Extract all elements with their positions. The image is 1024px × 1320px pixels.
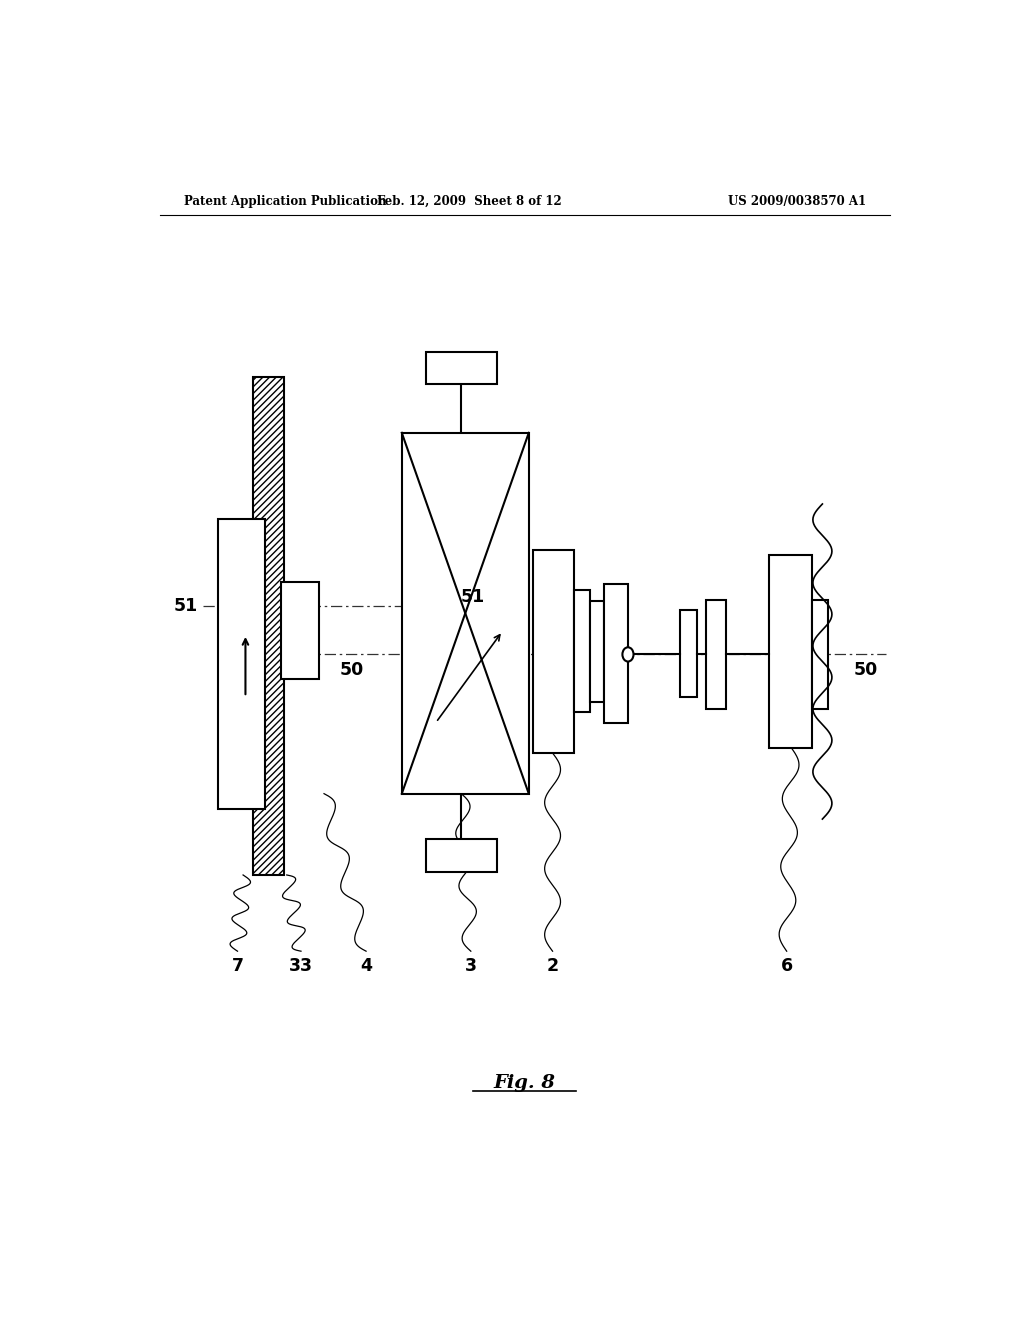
Text: 51: 51 [174, 597, 198, 615]
Bar [426, 840, 497, 873]
Bar [604, 585, 628, 722]
Circle shape [623, 647, 634, 661]
Text: 50: 50 [854, 660, 879, 678]
Text: 51: 51 [461, 589, 485, 606]
Text: 3: 3 [465, 957, 477, 975]
Bar [401, 433, 528, 793]
Bar [282, 582, 319, 678]
Bar [426, 351, 497, 384]
Text: Fig. 8: Fig. 8 [494, 1074, 556, 1093]
Text: 7: 7 [231, 957, 244, 975]
Text: 2: 2 [547, 957, 559, 975]
Text: Feb. 12, 2009  Sheet 8 of 12: Feb. 12, 2009 Sheet 8 of 12 [377, 194, 561, 207]
Bar [253, 378, 284, 875]
Bar [769, 554, 812, 748]
Bar [706, 599, 726, 709]
Bar [812, 599, 828, 709]
Bar [680, 610, 697, 697]
Text: US 2009/0038570 A1: US 2009/0038570 A1 [728, 194, 866, 207]
Bar [574, 590, 590, 713]
Bar [532, 549, 574, 752]
Text: 50: 50 [340, 660, 364, 678]
Bar [218, 519, 265, 809]
Text: 33: 33 [289, 957, 313, 975]
Text: 4: 4 [360, 957, 372, 975]
Bar [590, 601, 604, 702]
Text: Patent Application Publication: Patent Application Publication [183, 194, 386, 207]
Text: 6: 6 [780, 957, 793, 975]
